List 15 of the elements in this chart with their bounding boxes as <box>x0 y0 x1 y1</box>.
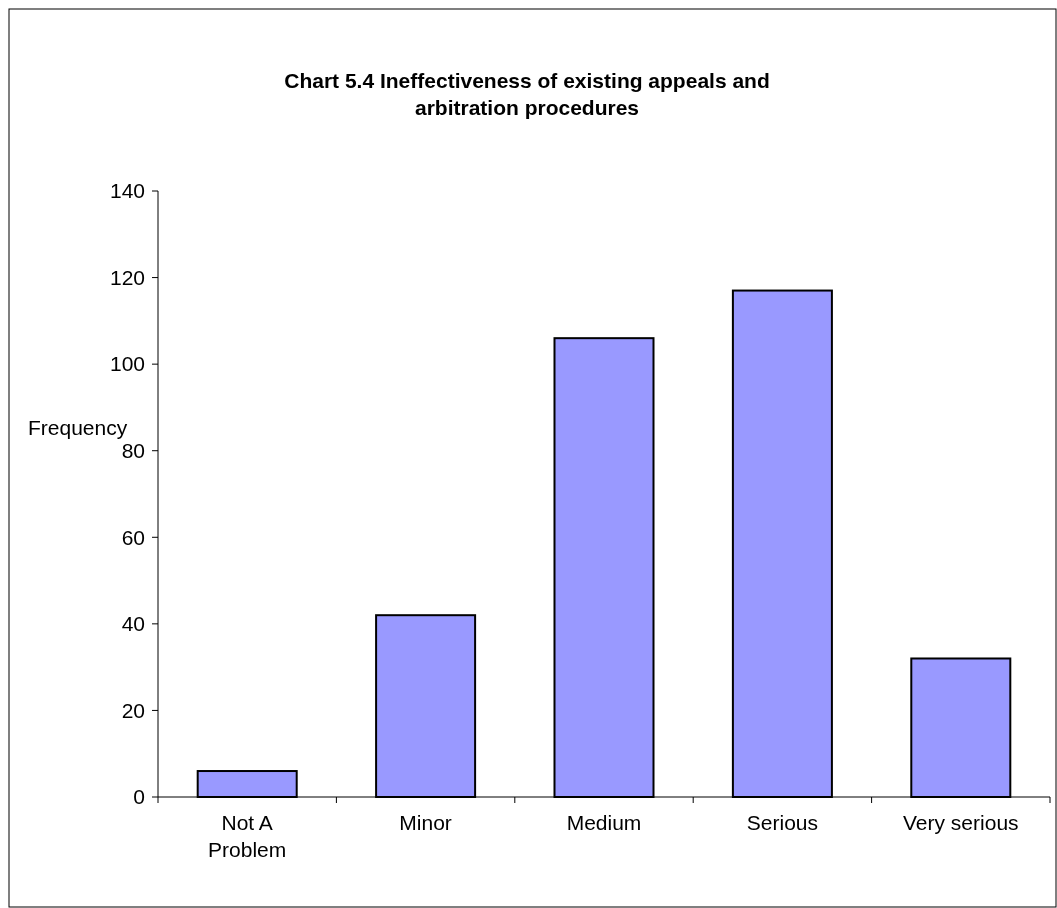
y-tick-label: 60 <box>121 525 145 549</box>
x-tick-label: Very serious <box>903 811 1019 834</box>
y-tick-label: 120 <box>109 265 145 289</box>
y-tick-label: 80 <box>121 439 145 463</box>
chart-title: Chart 5.4 Ineffectiveness of existing appeals and arbitration procedures <box>284 69 770 119</box>
x-tick-label: Medium <box>566 811 642 834</box>
y-tick-label: 0 <box>133 785 145 809</box>
y-axis-title: Frequency <box>28 416 128 439</box>
x-tick-label: Not A Problem <box>208 811 287 861</box>
y-tick-label: 20 <box>121 698 145 722</box>
y-tick-label: 140 <box>109 179 145 203</box>
y-tick-label: 40 <box>121 612 145 636</box>
x-tick-label: Minor <box>399 811 452 834</box>
y-tick-label: 100 <box>109 352 145 376</box>
x-tick-label: Serious <box>746 811 818 834</box>
